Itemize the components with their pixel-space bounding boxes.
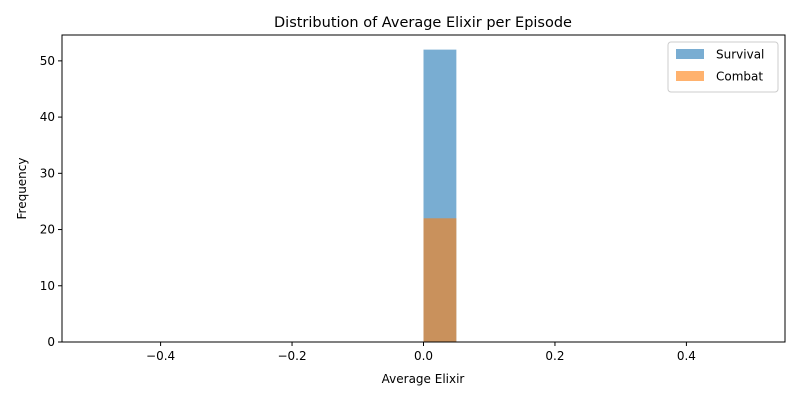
chart-title: Distribution of Average Elixir per Episo… [274,15,572,31]
legend-label-combat: Combat [716,70,763,84]
legend-swatch-survival [676,49,704,59]
x-tick-label: 0.4 [677,349,696,363]
x-tick-label: 0.0 [414,349,433,363]
x-axis-title: Average Elixir [382,372,465,386]
y-tick-label: 30 [40,166,55,180]
bars-layer [423,49,457,342]
x-tick-label: 0.2 [545,349,564,363]
legend-swatch-combat [676,71,704,81]
x-tick-label: −0.2 [277,349,306,363]
y-axis: 0 10 20 30 40 50 [40,54,62,349]
legend: Survival Combat [667,41,779,93]
legend-label-survival: Survival [716,48,764,62]
y-tick-label: 10 [40,279,55,293]
y-tick-label: 20 [40,223,55,237]
y-tick-label: 50 [40,54,55,68]
x-tick-label: −0.4 [146,349,175,363]
y-axis-title: Frequency [15,158,29,220]
bar-combat-bin-10 [423,218,457,342]
y-tick-label: 40 [40,110,55,124]
x-axis: −0.4 −0.2 0.0 0.2 0.4 [146,342,696,363]
y-tick-label: 0 [47,335,55,349]
